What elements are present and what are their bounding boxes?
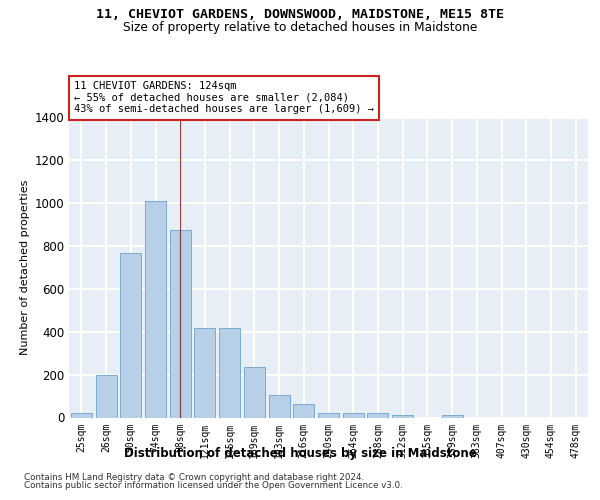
Bar (170, 230, 191, 418)
Bar (219, 328, 240, 418)
Bar (120, 252, 141, 418)
Bar (293, 404, 314, 417)
Bar (442, 416, 463, 418)
Text: Contains public sector information licensed under the Open Government Licence v3: Contains public sector information licen… (24, 481, 403, 490)
Text: Distribution of detached houses by size in Maidstone: Distribution of detached houses by size … (124, 448, 476, 460)
Bar (244, 367, 265, 418)
Y-axis label: Number of detached properties: Number of detached properties (20, 180, 30, 355)
Bar (95, 374, 116, 418)
Bar (318, 413, 339, 418)
Bar (145, 201, 166, 418)
Bar (343, 413, 364, 418)
Text: Size of property relative to detached houses in Maidstone: Size of property relative to detached ho… (123, 21, 477, 34)
Text: 11, CHEVIOT GARDENS, DOWNSWOOD, MAIDSTONE, ME15 8TE: 11, CHEVIOT GARDENS, DOWNSWOOD, MAIDSTON… (96, 8, 504, 20)
Bar (194, 328, 215, 418)
Text: Contains HM Land Registry data © Crown copyright and database right 2024.: Contains HM Land Registry data © Crown c… (24, 472, 364, 482)
Bar (71, 413, 92, 418)
Bar (367, 413, 388, 418)
Bar (392, 416, 413, 418)
Bar (269, 395, 290, 417)
Text: 11 CHEVIOT GARDENS: 124sqm
← 55% of detached houses are smaller (2,084)
43% of s: 11 CHEVIOT GARDENS: 124sqm ← 55% of deta… (74, 82, 374, 114)
